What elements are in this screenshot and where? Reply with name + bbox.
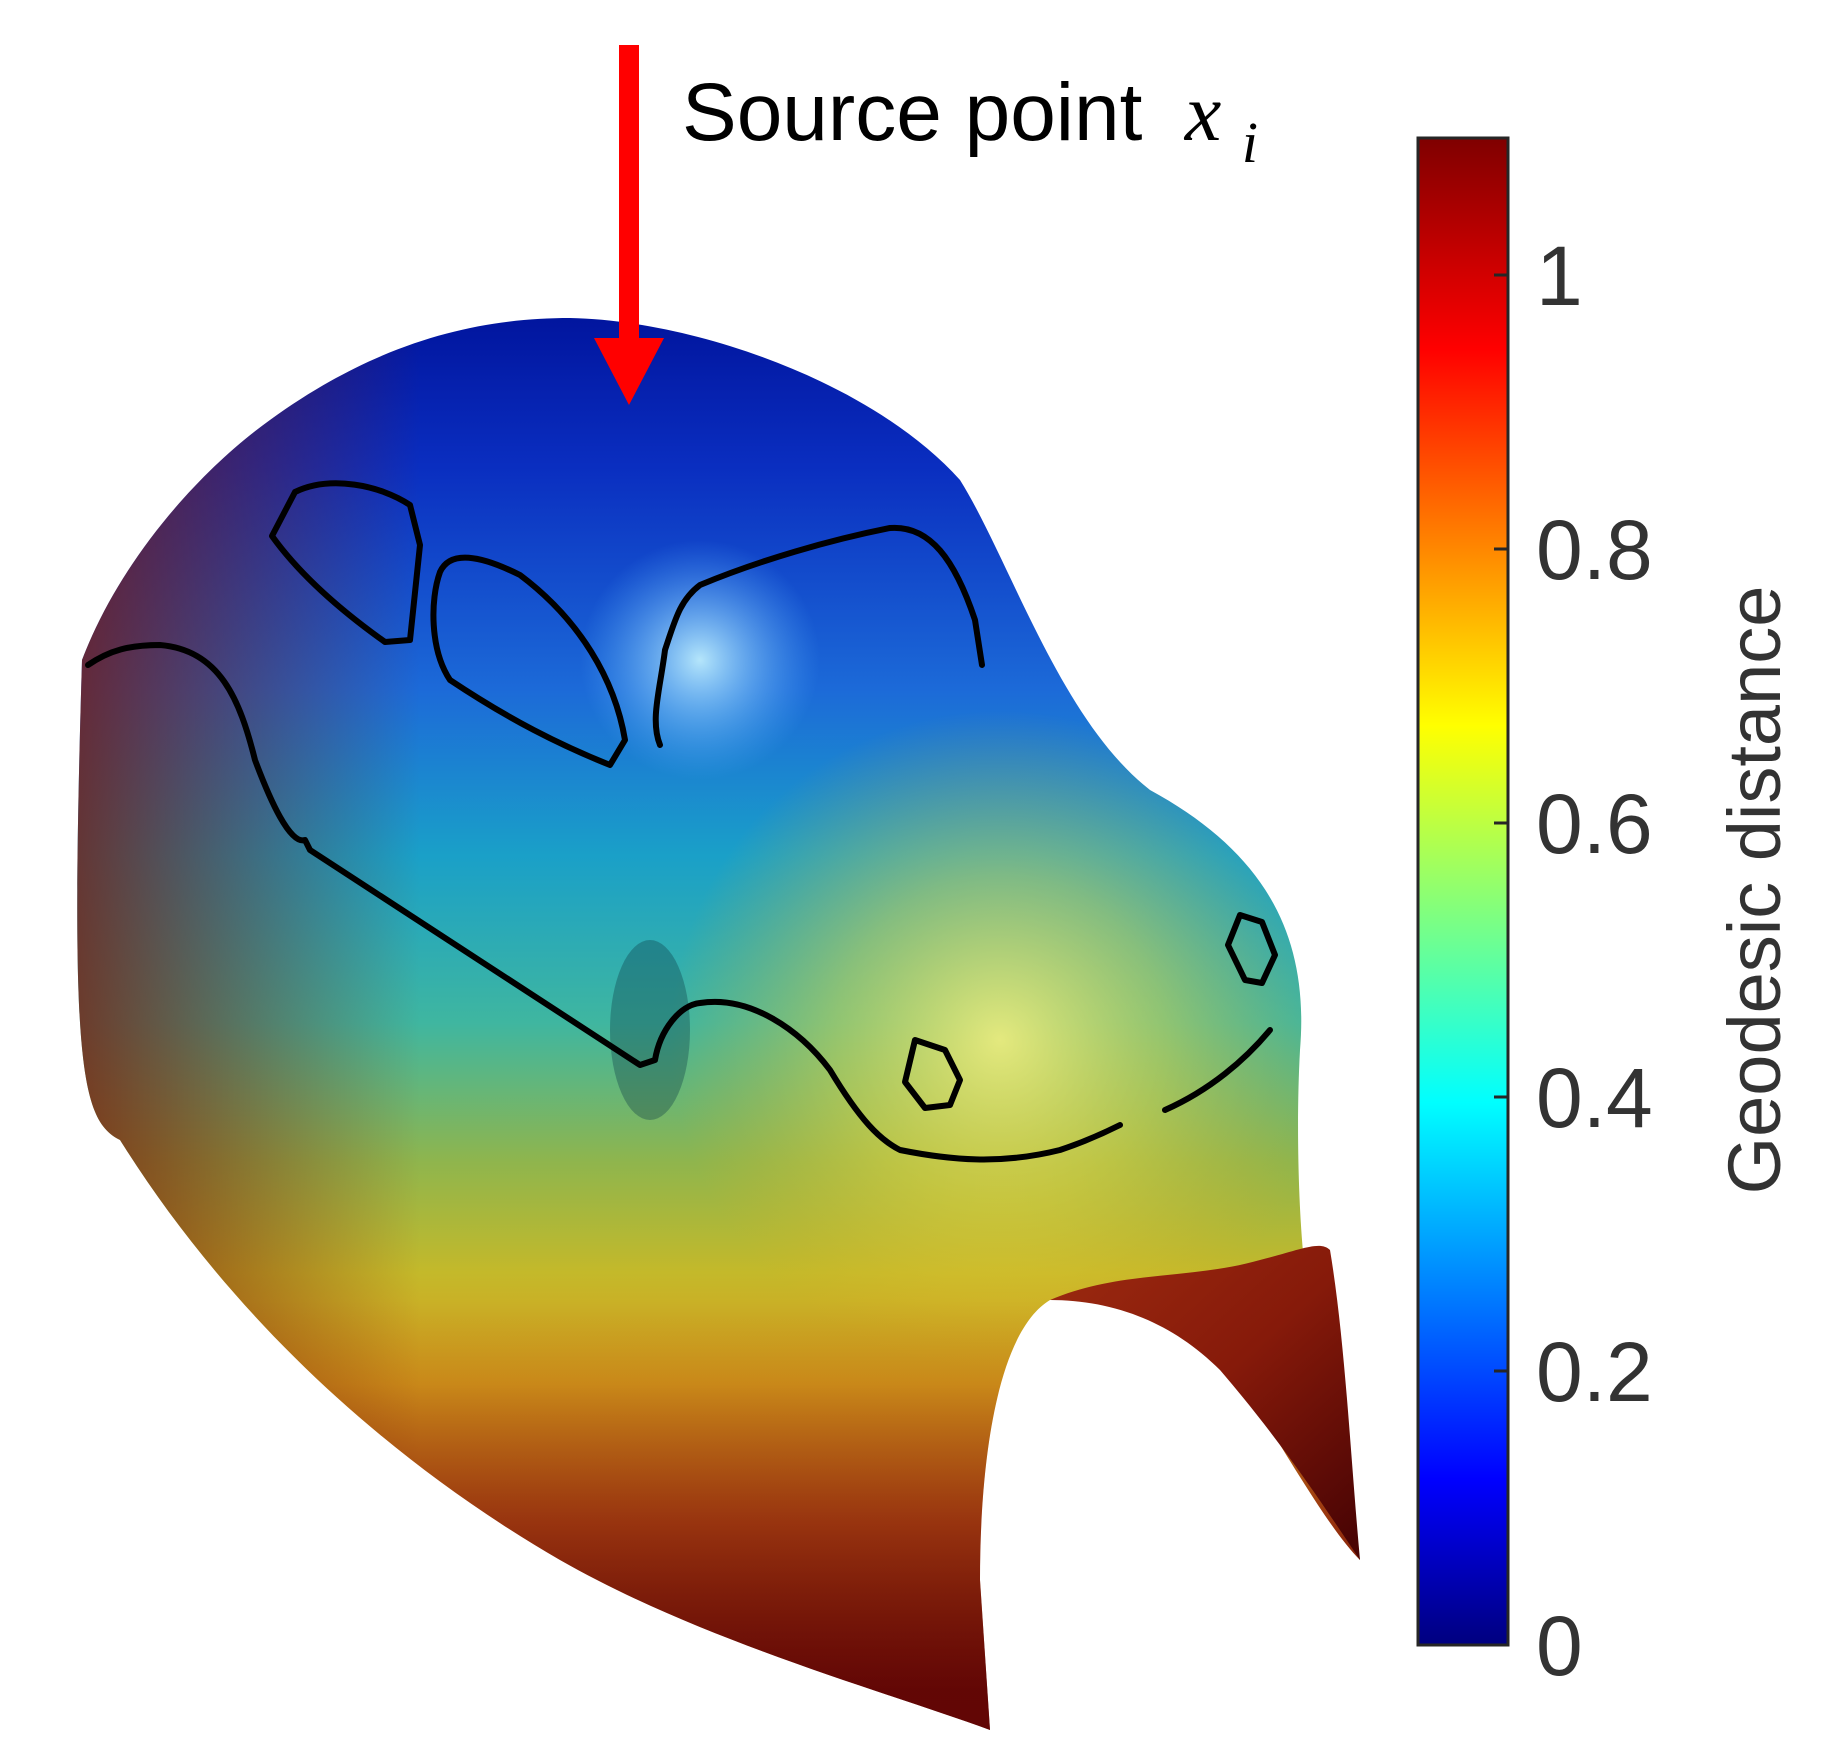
front-side-window-outline xyxy=(430,554,628,768)
right-headlight-outline xyxy=(1225,912,1278,986)
left-headlight-outline xyxy=(902,1037,963,1111)
rear-side-window-outline xyxy=(269,480,423,645)
colorbar-tick-label: 0.6 xyxy=(1536,777,1653,871)
colorbar-tick-label: 0.2 xyxy=(1536,1325,1653,1419)
rear-arch-interior xyxy=(1050,1245,1360,1560)
colorbar-gradient xyxy=(1416,136,1510,1647)
colorbar-tick-label: 0 xyxy=(1536,1599,1583,1693)
colorbar-tick-label: 0.8 xyxy=(1536,503,1653,597)
colorbar-tick-label: 1 xyxy=(1536,229,1583,323)
belt-line xyxy=(85,642,1123,1163)
colorbar-tick-label: 0.4 xyxy=(1536,1051,1653,1145)
source-point-label-variable: x xyxy=(1184,67,1221,158)
source-point-label-subscript: i xyxy=(1242,110,1258,175)
source-point-arrow-head xyxy=(594,338,664,405)
hood-crease xyxy=(1162,1027,1273,1113)
colorbar-ticks: 0 0.2 0.4 0.6 0.8 1 xyxy=(1494,229,1653,1693)
source-point-annotation: Source point x i xyxy=(594,45,1258,405)
car-surface-mesh xyxy=(77,318,1361,1730)
colorbar-label: Geodesic distance xyxy=(1713,586,1796,1195)
colorbar: 0 0.2 0.4 0.6 0.8 1 Geodesic distance xyxy=(1416,136,1796,1693)
source-point-label-prefix: Source point xyxy=(682,67,1143,158)
windshield-outline xyxy=(652,524,985,748)
feature-lines xyxy=(85,480,1278,1163)
source-point-label: Source point x i xyxy=(682,67,1258,175)
